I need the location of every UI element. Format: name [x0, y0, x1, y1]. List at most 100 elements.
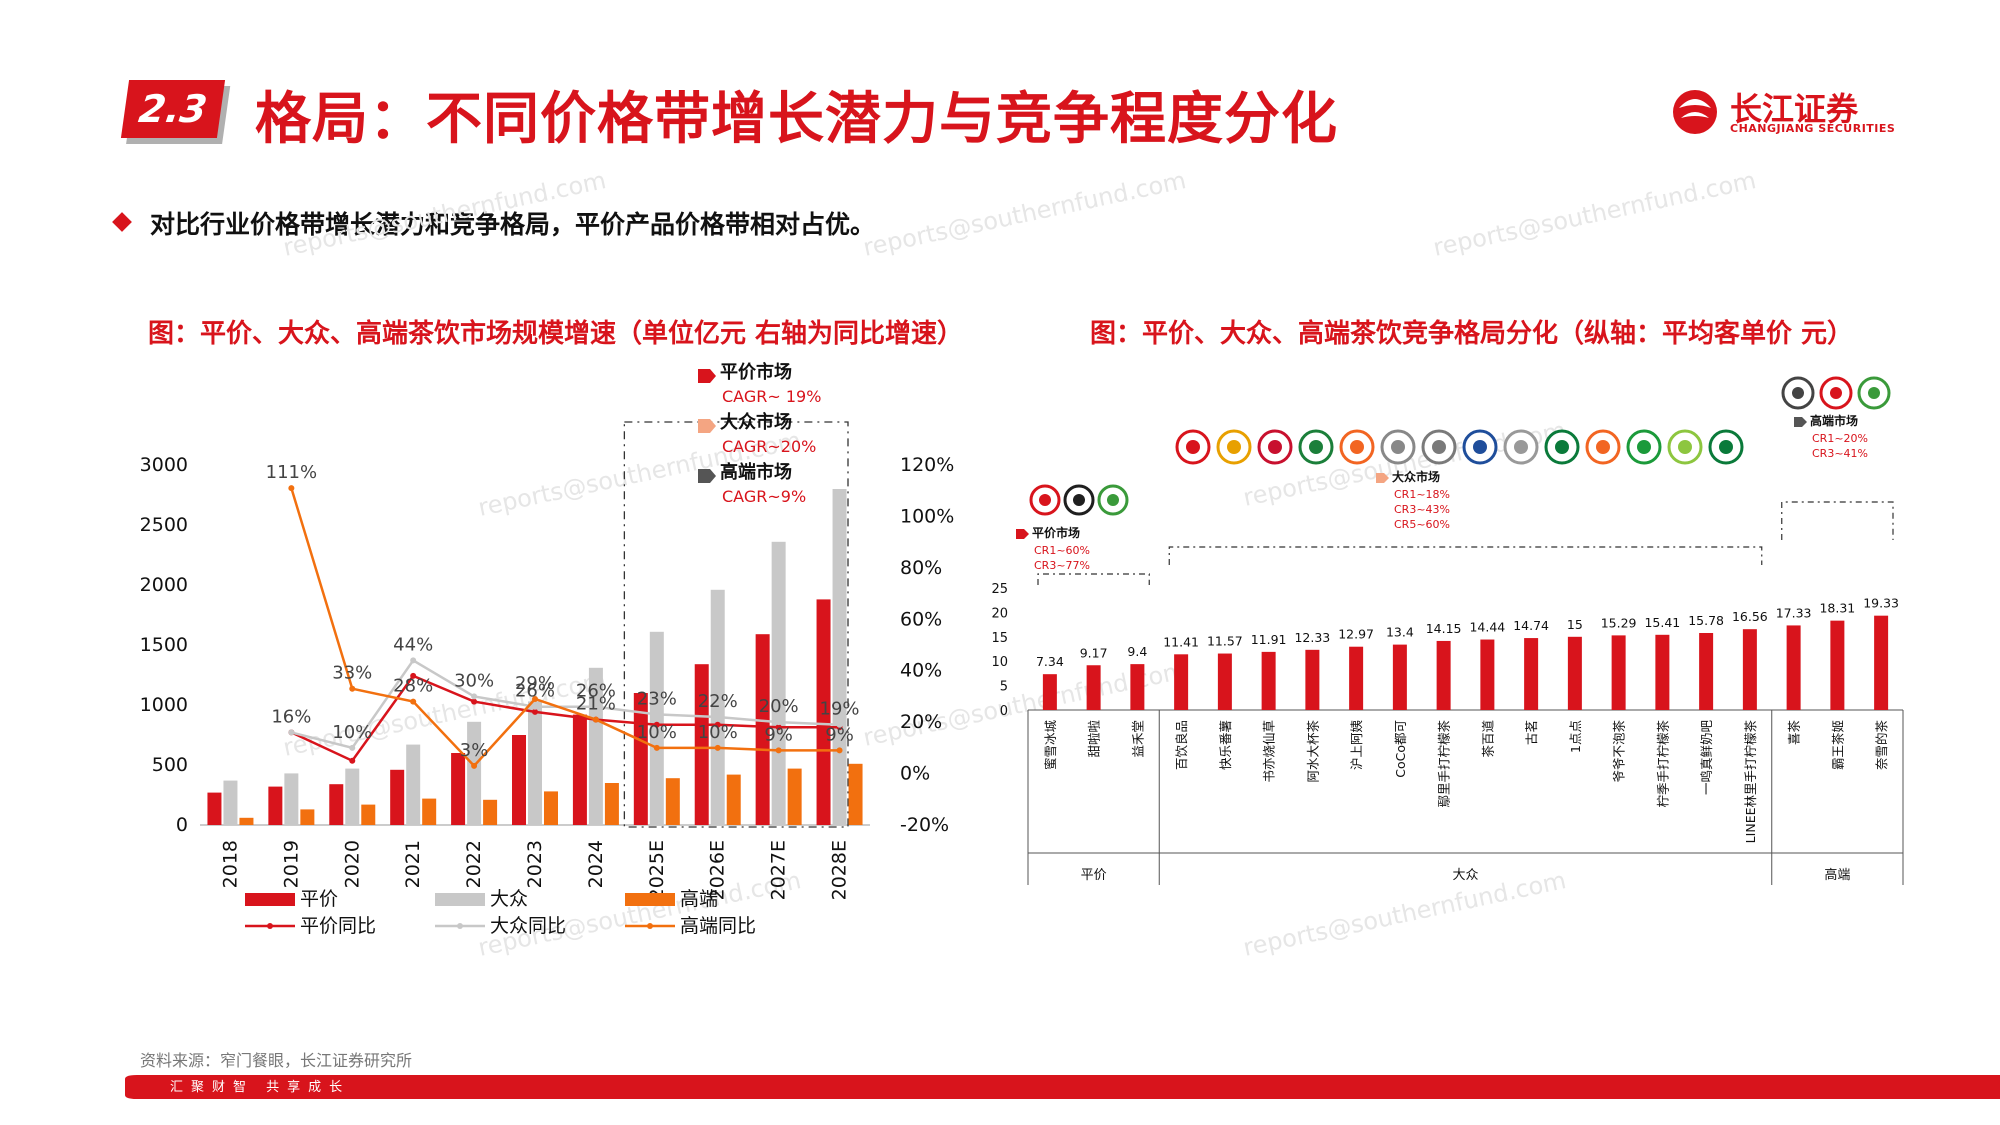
- bar-大众: [467, 721, 482, 825]
- line-高端同比: [290, 487, 840, 768]
- brand-logo-dot-icon: [1391, 440, 1405, 454]
- bar-平价: [451, 753, 466, 825]
- value-label: 14.74: [1513, 618, 1549, 633]
- annotation-title: 平价市场: [1032, 525, 1080, 540]
- x-tick-label: 2027E: [768, 840, 790, 900]
- brand-logo-dot-icon: [1596, 440, 1610, 454]
- brand-logo-dot-icon: [1830, 387, 1842, 399]
- brand-name-label: 甜啦啦: [1087, 720, 1102, 758]
- annotation-title: 大众市场: [720, 411, 792, 433]
- brand-bar: [1217, 653, 1232, 710]
- brand-name-label: 沪上阿姨: [1349, 720, 1364, 771]
- point-大众同比: [410, 657, 417, 664]
- y-tick-label: 10: [991, 655, 1008, 670]
- annotation-stat: CR1~60%: [1034, 544, 1090, 557]
- brand-bar: [1480, 639, 1495, 710]
- data-label: 10%: [332, 722, 372, 743]
- y2-tick-label: 100%: [900, 505, 954, 527]
- point-平价同比: [775, 724, 782, 731]
- bar-高端: [787, 768, 802, 825]
- legend-label: 高端: [680, 888, 718, 910]
- brand-logo-dot-icon: [1555, 440, 1569, 454]
- data-label: 111%: [266, 462, 317, 483]
- brand-name-label: 茶百道: [1480, 720, 1495, 758]
- point-大众同比: [349, 744, 356, 751]
- group-name-label: 平价: [1081, 868, 1107, 883]
- bar-平价: [390, 769, 405, 825]
- y-tick-label: 3000: [140, 454, 188, 476]
- footer-slogan: 汇聚财智 共享成长: [170, 1080, 351, 1095]
- brand-logo-dot-icon: [1432, 440, 1446, 454]
- brand-logo-dot-icon: [1350, 440, 1364, 454]
- brand-logo-dot-icon: [1268, 440, 1282, 454]
- data-label: 20%: [759, 696, 799, 717]
- annotation-marker-icon: [698, 369, 716, 383]
- page-title: 格局：不同价格带增长潜力与竞争程度分化: [255, 87, 1338, 152]
- bar-平价: [755, 634, 770, 825]
- data-label: 44%: [393, 634, 433, 655]
- brand-bar: [1392, 644, 1407, 710]
- bar-平价: [816, 599, 831, 825]
- legend-label: 大众同比: [490, 915, 566, 937]
- brand-bar: [1042, 674, 1057, 710]
- brand-name-label: 鄢里手打柠檬茶: [1437, 720, 1452, 808]
- brand-name-label: 阿水大杯茶: [1305, 720, 1320, 783]
- brand-bar: [1349, 646, 1364, 710]
- brand-name-label: CoCo都可: [1393, 720, 1408, 778]
- point-大众同比: [775, 719, 782, 726]
- watermark: reports@southernfund.com: [1430, 166, 1759, 262]
- bar-平价: [633, 693, 648, 825]
- legend-label: 大众: [490, 888, 528, 910]
- data-label: 9%: [825, 724, 854, 745]
- point-大众同比: [714, 714, 721, 720]
- bar-高端: [300, 809, 315, 825]
- data-label: 10%: [637, 722, 677, 743]
- left-chart-market-size: 3000 2500 2000 1500 1000 500 0 120% 100% 80% 60% 40…: [140, 361, 955, 937]
- y-tick-label: 0: [1000, 704, 1008, 719]
- brand-bar: [1786, 625, 1801, 710]
- data-label: 33%: [332, 663, 372, 684]
- brand-name-label: LINEE林里手打柠檬茶: [1743, 720, 1758, 844]
- source-note: 资料来源：窄门餐眼，长江证券研究所: [140, 1051, 413, 1070]
- value-label: 15.78: [1688, 613, 1724, 628]
- bar-高端: [665, 778, 680, 825]
- legend-swatch-大众: [435, 893, 485, 906]
- brand-bar: [1830, 620, 1845, 710]
- annotation-marker-icon: [1794, 417, 1807, 427]
- annotation-marker-icon: [1376, 473, 1389, 483]
- data-label: 29%: [515, 673, 555, 694]
- bar-大众: [710, 589, 725, 825]
- point-大众同比: [653, 711, 660, 718]
- bar-高端: [726, 774, 741, 825]
- x-tick-label: 2025E: [646, 840, 668, 900]
- legend-swatch-平价: [245, 893, 295, 906]
- brand-name-label: 益禾堂: [1130, 720, 1145, 758]
- y-tick-label: 5: [1000, 680, 1008, 695]
- bar-大众: [649, 631, 664, 825]
- brand-logo-dot-icon: [1227, 440, 1241, 454]
- brand-bar: [1742, 629, 1757, 710]
- legend-swatch-高端: [625, 893, 675, 906]
- point-大众同比: [592, 703, 599, 710]
- point-大众同比: [288, 729, 295, 736]
- legend-marker-高端同比: [647, 923, 653, 929]
- data-label: 19%: [820, 699, 860, 720]
- point-高端同比: [410, 698, 417, 705]
- brand-name-label: 霸王茶姬: [1830, 720, 1845, 770]
- bullet-text: 对比行业价格带增长潜力和竞争格局，平价产品价格带相对占优。: [150, 210, 876, 239]
- annotation-stat: CR1~18%: [1394, 488, 1450, 501]
- bar-大众: [771, 541, 786, 825]
- brand-bar: [1611, 635, 1626, 710]
- point-高端同比: [653, 744, 660, 751]
- value-label: 7.34: [1036, 654, 1064, 669]
- value-label: 16.56: [1732, 609, 1768, 624]
- x-tick-label: 2019: [280, 840, 302, 888]
- data-label: 26%: [576, 681, 616, 702]
- bullet-diamond-icon: [112, 212, 132, 232]
- group-bracket: [1037, 573, 1150, 585]
- brand-bar: [1261, 651, 1276, 710]
- brand-name-label: 蜜雪冰城: [1043, 720, 1058, 771]
- brand-logo-dot-icon: [1186, 440, 1200, 454]
- value-label: 19.33: [1863, 596, 1899, 611]
- line-大众同比: [291, 658, 840, 750]
